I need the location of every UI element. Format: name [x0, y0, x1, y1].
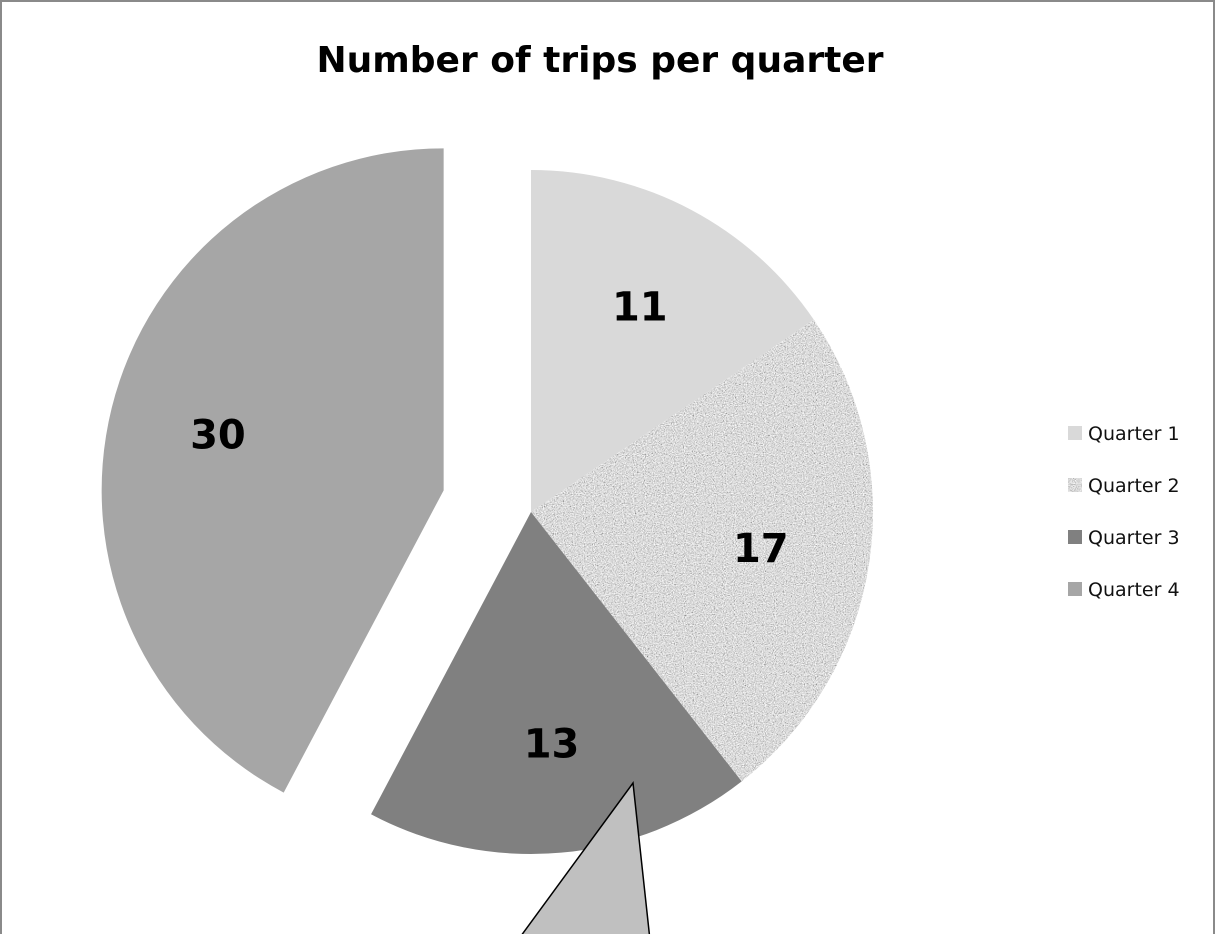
legend-swatch-quarter-1: [1068, 426, 1082, 440]
legend-swatch-quarter-3: [1068, 530, 1082, 544]
data-label-quarter-2: 17: [733, 526, 789, 572]
callout-shape: [521, 780, 651, 934]
pie-slice-quarter-4: [101, 148, 444, 793]
data-label-quarter-3: 13: [524, 722, 580, 768]
pie-slice-quarter-2: [531, 319, 873, 782]
callout-pointer: [521, 780, 651, 934]
legend: Quarter 1 Quarter 2 Quarter 3 Quarter 4: [1068, 423, 1180, 601]
legend-swatch-quarter-4: [1068, 582, 1082, 596]
chart-title: Number of trips per quarter: [317, 40, 884, 81]
legend-swatch-quarter-2: [1068, 478, 1082, 492]
data-label-quarter-4: 30: [190, 412, 246, 458]
legend-label-quarter-3: Quarter 3: [1088, 527, 1180, 549]
pie-slice-quarter-3: [371, 512, 742, 854]
data-labels: 11 17 13 30: [190, 284, 789, 767]
pie-slice-quarter-1: [531, 170, 814, 512]
legend-label-quarter-1: Quarter 1: [1088, 423, 1180, 445]
legend-label-quarter-2: Quarter 2: [1088, 475, 1180, 497]
data-label-quarter-1: 11: [612, 284, 668, 330]
legend-label-quarter-4: Quarter 4: [1088, 579, 1180, 601]
pie-slices: [101, 148, 873, 854]
